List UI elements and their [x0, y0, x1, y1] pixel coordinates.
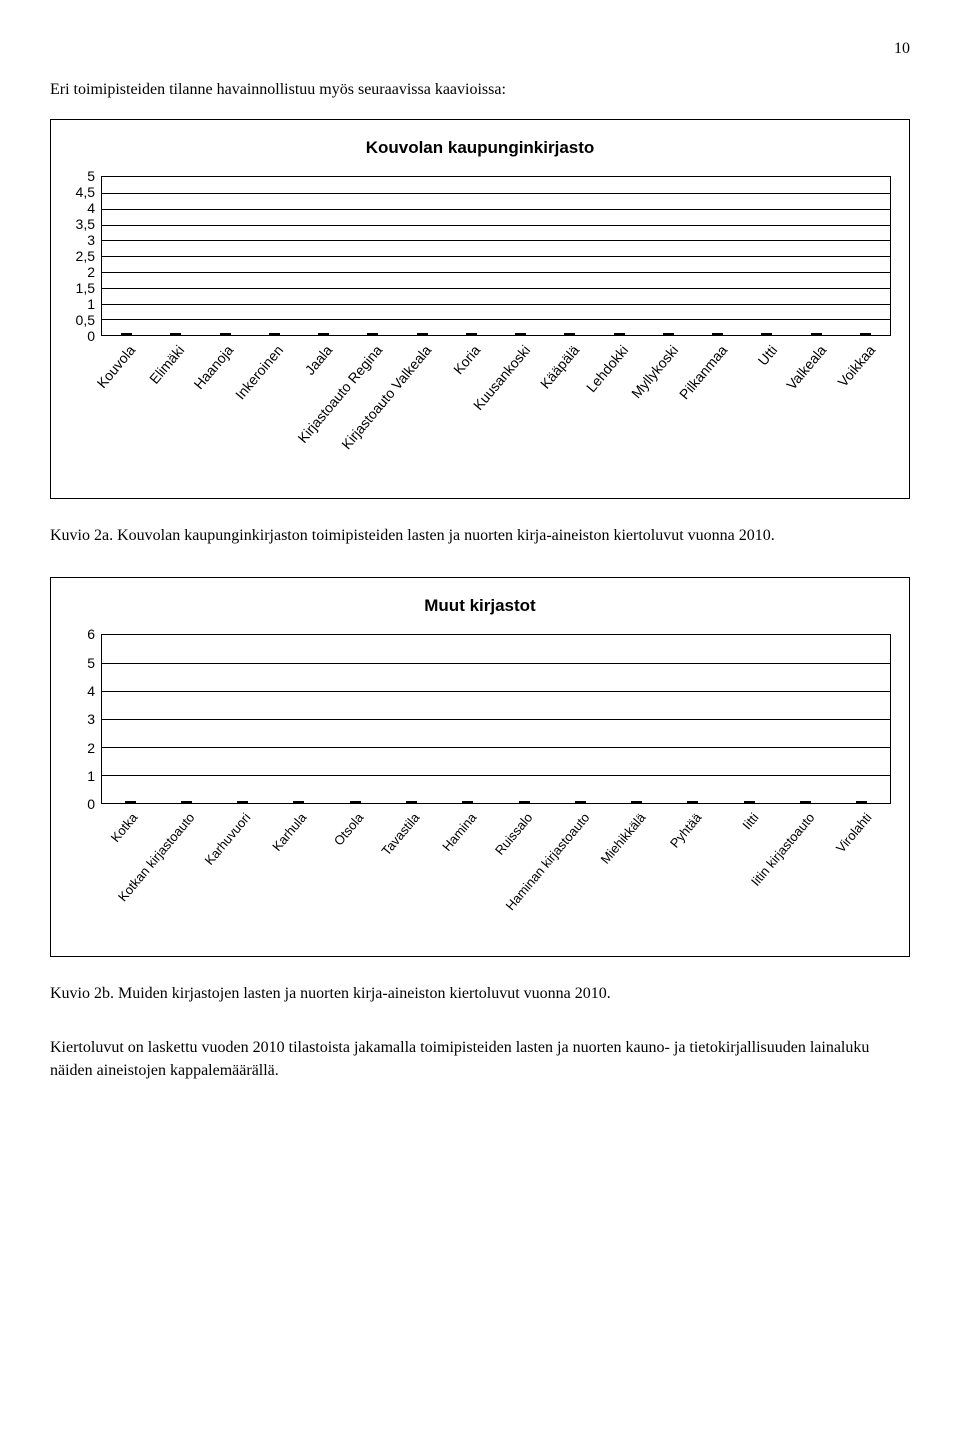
- chart2-title: Muut kirjastot: [69, 596, 891, 616]
- x-label-slot: Koria: [447, 336, 496, 496]
- x-label-slot: Voikkaa: [842, 336, 891, 496]
- bar: [687, 801, 698, 803]
- chart1-frame: Kouvolan kaupunginkirjasto 54,543,532,521…: [50, 119, 910, 499]
- intro-text: Eri toimipisteiden tilanne havainnollist…: [50, 78, 910, 101]
- chart2-x-axis: KotkaKotkan kirjastoautoKarhuvuoriKarhul…: [69, 804, 891, 954]
- x-label-slot: Kääpälä: [545, 336, 594, 496]
- x-label-slot: Utti: [743, 336, 792, 496]
- bar: [519, 801, 530, 803]
- x-label-slot: Karhuvuori: [214, 804, 270, 954]
- caption-1: Kuvio 2a. Kouvolan kaupunginkirjaston to…: [50, 524, 910, 547]
- footer-text: Kiertoluvut on laskettu vuoden 2010 tila…: [50, 1036, 910, 1082]
- page-number: 10: [50, 40, 910, 58]
- x-label-slot: Haanoja: [200, 336, 249, 496]
- chart2-plot-wrap: 6543210: [69, 634, 891, 804]
- bar: [744, 801, 755, 803]
- chart1-x-axis: KouvolaElimäkiHaanojaInkeroinenJaalaKirj…: [69, 336, 891, 496]
- x-label-slot: Iitin kirjastoauto: [778, 804, 834, 954]
- bar: [575, 801, 586, 803]
- x-label-slot: Hamina: [440, 804, 496, 954]
- chart1-plot-wrap: 54,543,532,521,510,50: [69, 176, 891, 336]
- x-label-slot: Inkeroinen: [249, 336, 298, 496]
- x-label-slot: Kuusankoski: [496, 336, 545, 496]
- x-label-slot: Pyhtää: [665, 804, 721, 954]
- x-labels: KouvolaElimäkiHaanojaInkeroinenJaalaKirj…: [101, 336, 891, 496]
- x-label-slot: Virolahti: [834, 804, 890, 954]
- x-label-slot: Kouvola: [101, 336, 150, 496]
- chart2-y-axis: 6543210: [69, 634, 101, 804]
- bar: [761, 333, 772, 335]
- chart1-y-axis: 54,543,532,521,510,50: [69, 176, 101, 336]
- bar: [800, 801, 811, 803]
- x-axis-spacer: [69, 804, 101, 954]
- bar: [462, 801, 473, 803]
- x-label-slot: Otsola: [327, 804, 383, 954]
- x-label-slot: Miehikkälä: [609, 804, 665, 954]
- x-label-slot: Valkeala: [792, 336, 841, 496]
- x-label-slot: Karhula: [270, 804, 326, 954]
- bar: [631, 801, 642, 803]
- x-axis-spacer: [69, 336, 101, 496]
- x-label-slot: Myllykoski: [644, 336, 693, 496]
- x-label-slot: Elimäki: [150, 336, 199, 496]
- bar: [811, 333, 822, 335]
- bar: [663, 333, 674, 335]
- bar: [856, 801, 867, 803]
- x-labels: KotkaKotkan kirjastoautoKarhuvuoriKarhul…: [101, 804, 891, 954]
- bar: [367, 333, 378, 335]
- bar-slot: [721, 801, 777, 803]
- bar: [614, 333, 625, 335]
- chart2-frame: Muut kirjastot 6543210KotkaKotkan kirjast…: [50, 577, 910, 957]
- chart1-title: Kouvolan kaupunginkirjasto: [69, 138, 891, 158]
- caption-2: Kuvio 2b. Muiden kirjastojen lasten ja n…: [50, 982, 910, 1005]
- x-label-slot: Kotkan kirjastoauto: [157, 804, 213, 954]
- x-label-slot: Kirjastoauto Valkeala: [397, 336, 446, 496]
- bar: [417, 333, 428, 335]
- bar: [860, 333, 871, 335]
- bar: [712, 333, 723, 335]
- x-label-slot: Haminan kirjastoauto: [552, 804, 608, 954]
- bar: [564, 333, 575, 335]
- x-label-slot: Lehdokki: [595, 336, 644, 496]
- x-label-slot: Pilkanmaa: [694, 336, 743, 496]
- bar: [515, 333, 526, 335]
- x-label-slot: Tavastila: [383, 804, 439, 954]
